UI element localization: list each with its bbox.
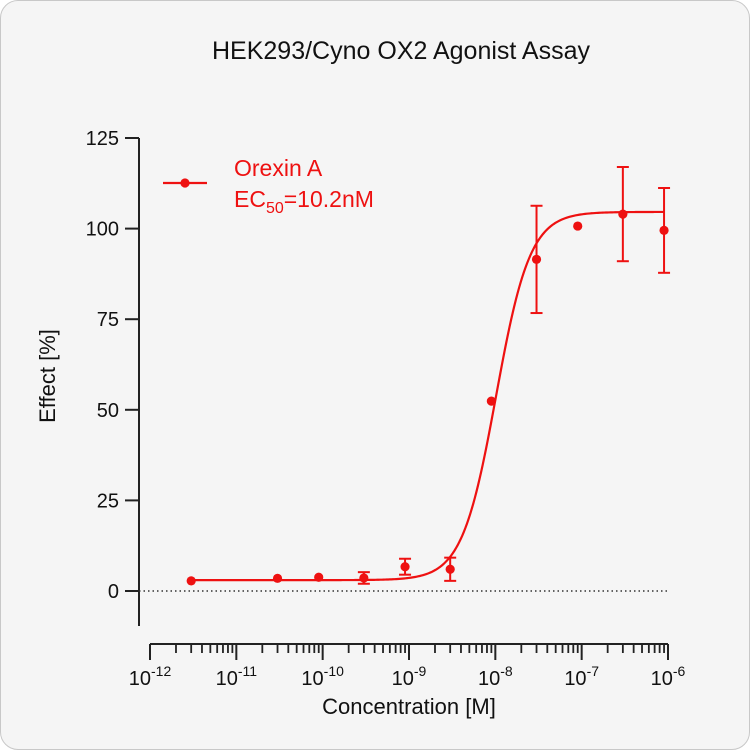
x-tick-base: 10 [301, 668, 323, 690]
data-point [531, 254, 542, 265]
x-tick-base: 10 [564, 668, 586, 690]
x-tick-base: 10 [129, 668, 151, 690]
x-tick-exponent: -11 [238, 663, 257, 679]
data-point [486, 396, 496, 406]
x-tick-base: 10 [651, 668, 673, 690]
x-tick-base: 10 [216, 668, 238, 690]
x-tick-label: 10-12 [129, 663, 172, 690]
data-point [445, 564, 455, 574]
x-tick-exponent: -6 [673, 663, 686, 679]
y-tick-label: 100 [86, 219, 119, 241]
legend-ec-prefix: EC [234, 186, 266, 212]
x-tick-label: 10-11 [216, 663, 258, 690]
legend-series-name: Orexin A [234, 155, 323, 181]
y-tick-label: 50 [97, 400, 119, 422]
x-tick-label: 10-7 [564, 663, 599, 690]
fit-curve [191, 210, 665, 582]
data-point [618, 209, 628, 219]
x-tick-exponent: -9 [414, 663, 427, 679]
y-tick-label: 0 [108, 581, 119, 603]
data-point [400, 562, 410, 572]
y-axis: 0 25 50 75 100 125 [86, 128, 140, 626]
legend-ec-value: =10.2nM [284, 186, 374, 212]
y-axis-label: Effect [%] [35, 329, 60, 423]
x-tick-label: 10-9 [392, 663, 427, 690]
data-point [314, 572, 324, 582]
legend-point-marker [180, 178, 190, 188]
legend-ec-subscript: 50 [266, 200, 284, 217]
x-tick-base: 10 [478, 668, 500, 690]
data-point [573, 221, 583, 231]
y-tick-label: 125 [86, 128, 119, 150]
x-tick-label: 10-10 [301, 663, 344, 690]
x-tick-label: 10-6 [651, 663, 686, 690]
x-axis-label: Concentration [M] [322, 694, 496, 719]
data-point [272, 573, 283, 583]
y-tick-label: 25 [97, 490, 119, 512]
legend-ec50: EC50=10.2nM [234, 186, 374, 217]
fit-curve-line [191, 210, 665, 582]
x-tick-exponent: -8 [500, 663, 513, 679]
chart-title: HEK293/Cyno OX2 Agonist Assay [212, 37, 590, 65]
x-tick-exponent: -12 [151, 663, 171, 679]
legend: Orexin A EC50=10.2nM [163, 155, 374, 217]
x-tick-exponent: -7 [587, 663, 600, 679]
y-tick-label: 75 [97, 309, 119, 331]
x-axis: 10-12 10-11 10-10 10-9 10-8 10-7 10-6 [129, 643, 686, 690]
data-point [659, 225, 669, 236]
x-tick-base: 10 [392, 668, 414, 690]
x-tick-label: 10-8 [478, 663, 513, 690]
data-point [186, 576, 196, 586]
data-points [186, 165, 671, 586]
data-point [359, 573, 369, 583]
x-tick-exponent: -10 [324, 663, 344, 679]
